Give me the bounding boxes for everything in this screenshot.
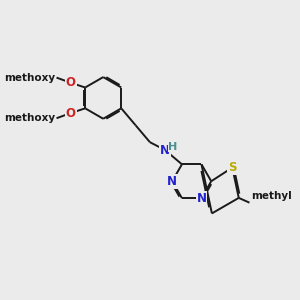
Text: methoxy: methoxy [4,73,55,82]
Text: S: S [228,161,237,174]
Text: methyl: methyl [251,191,292,201]
Text: H: H [168,142,178,152]
Text: N: N [167,175,177,188]
Text: O: O [66,106,76,119]
Text: N: N [196,192,206,205]
Text: N: N [160,143,170,157]
Text: methoxy: methoxy [4,113,55,123]
Text: O: O [66,76,76,89]
